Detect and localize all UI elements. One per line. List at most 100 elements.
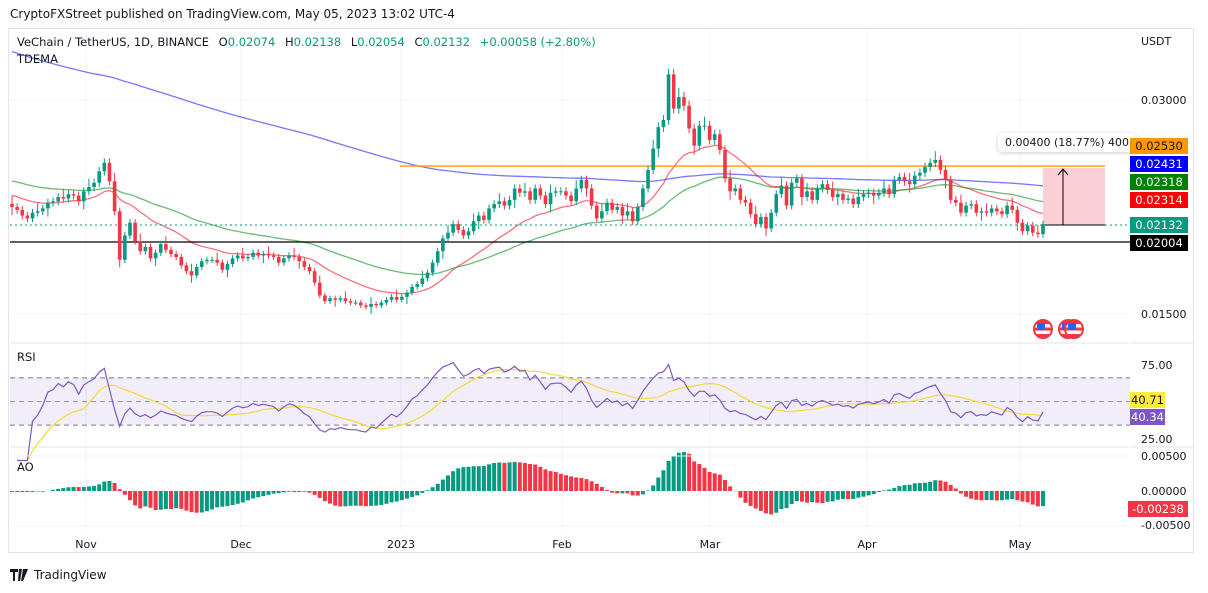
candle-body	[784, 185, 789, 206]
candle-body	[358, 302, 363, 306]
price-tag-ema-blue: 0.02431	[1130, 156, 1188, 172]
ao-bar	[517, 462, 522, 491]
rsi-line	[17, 361, 1044, 462]
ao-tick: 0.00500	[1141, 450, 1187, 463]
candle-body	[215, 259, 219, 263]
candle-body	[123, 235, 127, 260]
candle-body	[892, 179, 897, 195]
ao-bar	[420, 491, 425, 493]
ao-bar	[138, 491, 143, 509]
ao-bar	[71, 486, 76, 491]
ao-bar	[1035, 491, 1040, 507]
candle-body	[687, 105, 691, 129]
symbol-legend[interactable]: VeChain / TetherUS, 1D, BINANCE O0.02074…	[17, 35, 602, 49]
candle-body	[630, 211, 635, 222]
candle-body	[133, 222, 137, 242]
ao-bar	[846, 491, 851, 500]
brand-name: TradingView	[34, 568, 107, 582]
ao-bar	[789, 491, 794, 504]
ao-bar	[163, 491, 168, 510]
candle-body	[830, 189, 835, 198]
ao-bar	[815, 491, 820, 503]
ao-bar	[1020, 491, 1025, 502]
ao-bar	[861, 491, 866, 497]
candle-body	[92, 182, 96, 188]
ao-bar	[230, 491, 235, 506]
ao-bar	[245, 491, 250, 501]
ao-bar	[625, 491, 630, 494]
ao-bar	[661, 470, 666, 491]
candle-body	[594, 205, 599, 219]
candle-body	[15, 207, 19, 210]
ao-bar	[897, 486, 902, 491]
ao-bar	[1010, 491, 1015, 500]
candle-body	[923, 167, 927, 173]
ao-bar	[461, 467, 466, 491]
ao-bar	[189, 491, 194, 513]
ao-bar	[271, 491, 276, 494]
candle-body	[1036, 232, 1040, 235]
candle-body	[51, 201, 55, 203]
candle-body	[559, 191, 563, 193]
ao-bar	[512, 461, 517, 491]
candle-body	[282, 258, 286, 263]
candle-body	[641, 188, 645, 208]
rsi-title[interactable]: RSI	[17, 350, 36, 364]
candle-body	[846, 198, 850, 200]
ao-value-tag: -0.00238	[1128, 501, 1188, 517]
ao-bar	[928, 481, 933, 491]
ao-bar	[76, 487, 81, 491]
low-value: 0.02054	[357, 35, 405, 49]
candle-body	[97, 171, 101, 183]
ao-bar	[66, 487, 71, 491]
close-value: 0.02132	[422, 35, 471, 49]
candle-body	[107, 162, 112, 182]
candle-body	[179, 256, 184, 266]
candle-body	[600, 211, 604, 219]
publish-caption: CryptoFXStreet published on TradingView.…	[10, 7, 455, 21]
ao-bar	[20, 491, 25, 492]
ao-bar	[676, 452, 681, 491]
ao-bar	[563, 475, 568, 491]
ema-red-line	[11, 144, 1044, 295]
ao-bar	[338, 491, 343, 507]
candle-body	[538, 188, 543, 196]
us-flag-event-icon[interactable]	[1033, 319, 1053, 339]
candle-body	[56, 197, 60, 202]
ao-bar	[1005, 491, 1010, 500]
ao-bar	[799, 491, 804, 502]
ao-bar	[281, 491, 286, 493]
ao-bar	[717, 474, 722, 491]
ao-bar	[1025, 491, 1030, 503]
measure-arrowhead	[1057, 168, 1069, 176]
time-label: Feb	[552, 538, 572, 551]
candle-body	[805, 191, 809, 198]
candle-body	[415, 284, 420, 287]
ao-bar	[363, 491, 368, 507]
indicator-label-tdema[interactable]: TDEMA	[17, 52, 58, 66]
candle-body	[153, 252, 158, 259]
ao-bar	[743, 491, 748, 503]
ao-bar	[784, 491, 789, 509]
ao-bar	[840, 491, 845, 500]
ao-title[interactable]: AO	[17, 460, 34, 474]
candle-body	[759, 216, 763, 225]
candle-body	[323, 295, 327, 302]
candle-body	[40, 208, 45, 212]
tradingview-logo[interactable]: TradingView	[10, 568, 107, 582]
ao-bar	[127, 491, 132, 501]
candle-body	[46, 202, 50, 209]
candle-body	[825, 184, 830, 190]
candle-body	[435, 251, 440, 263]
candle-body	[620, 207, 625, 216]
candle-body	[1010, 205, 1015, 210]
candle-body	[143, 246, 148, 252]
ao-bar	[107, 480, 112, 491]
ao-bar	[969, 491, 974, 499]
candle-body	[276, 256, 281, 263]
price-tag-ema-red: 0.02314	[1130, 192, 1188, 208]
us-flag-event-icon[interactable]	[1064, 319, 1084, 339]
candle-body	[836, 194, 840, 198]
candle-body	[476, 215, 481, 222]
